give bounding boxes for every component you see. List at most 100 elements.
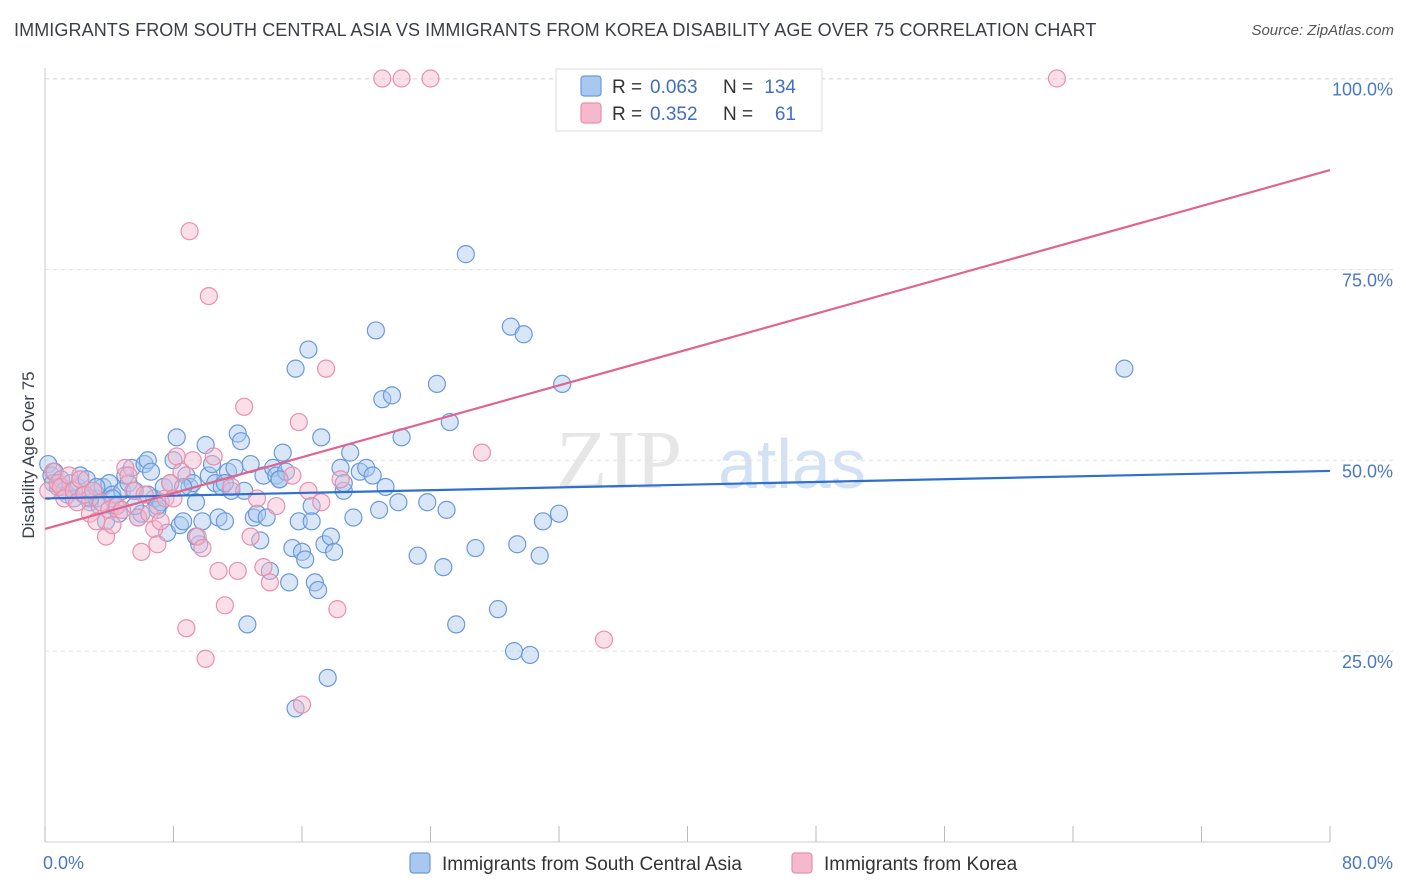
legend-n-value-2: 61	[775, 104, 796, 125]
point-sca-112	[466, 538, 485, 558]
point-sca-102	[389, 493, 408, 512]
point-korea-63	[472, 443, 491, 462]
bottom-legend-swatch-korea	[791, 852, 813, 874]
point-korea-48	[247, 489, 267, 508]
point-korea-54	[292, 695, 312, 714]
axes	[44, 68, 1331, 843]
point-korea-49	[254, 558, 273, 577]
point-korea-27	[148, 535, 167, 554]
point-sca-93	[341, 443, 360, 462]
point-korea-65	[1047, 69, 1067, 88]
trend-line-korea	[44, 169, 1331, 531]
gridlines	[45, 78, 1395, 652]
point-sca-110	[447, 615, 466, 634]
point-sca-107	[434, 558, 453, 577]
series-legend: Immigrants from South Central Asia Immig…	[409, 852, 1018, 875]
point-korea-50	[260, 573, 279, 592]
point-sca-135	[302, 512, 321, 531]
point-sca-105	[418, 493, 437, 512]
point-korea-58	[328, 600, 347, 619]
point-korea-14	[96, 527, 116, 546]
point-korea-26	[145, 519, 164, 539]
point-sca-108	[437, 500, 456, 519]
chart-title: IMMIGRANTS FROM SOUTH CENTRAL ASIA VS IM…	[14, 20, 1097, 40]
point-sca-82	[299, 340, 318, 359]
trend-lines	[44, 169, 1331, 531]
point-korea-56	[312, 493, 331, 512]
point-sca-106	[427, 374, 447, 393]
bottom-legend-label-south-central-asia: Immigrants from South Central Asia	[442, 854, 742, 875]
point-sca-96	[357, 458, 376, 477]
point-sca-113	[488, 600, 508, 619]
point-sca-117	[514, 325, 533, 344]
point-korea-64	[594, 630, 614, 649]
point-korea-44	[222, 477, 241, 497]
y-tick-label-50: 50.0%	[1342, 461, 1393, 481]
source-attribution: Source: ZipAtlas.com	[1251, 22, 1394, 39]
legend-n-label-1: N =	[723, 77, 753, 98]
point-korea-37	[188, 527, 207, 546]
legend-r-label-1: R =	[612, 77, 642, 98]
point-sca-120	[533, 512, 553, 531]
point-korea-51	[267, 496, 286, 516]
watermark-atlas: atlas	[718, 425, 866, 503]
point-sca-88	[318, 668, 337, 687]
point-sca-83	[302, 496, 321, 516]
point-korea-43	[215, 596, 234, 615]
legend-n-value-1: 134	[764, 77, 796, 98]
x-tick-label-min: 0.0%	[43, 853, 84, 873]
y-tick-label-25: 25.0%	[1342, 652, 1393, 672]
point-sca-41	[167, 428, 186, 447]
point-korea-22	[129, 508, 148, 527]
point-korea-34	[177, 619, 196, 638]
point-sca-33	[141, 462, 161, 481]
y-tick-label-75: 75.0%	[1342, 270, 1393, 290]
y-axis-label: Disability Age Over 75	[19, 371, 38, 538]
legend-r-value-2: 0.352	[650, 104, 698, 125]
point-sca-61	[231, 432, 251, 451]
bottom-legend-swatch-south-central-asia	[409, 852, 431, 874]
point-korea-52	[283, 466, 302, 485]
point-sca-116	[508, 535, 527, 554]
point-korea-60	[373, 69, 392, 88]
point-korea-30	[161, 474, 180, 493]
point-sca-49	[193, 512, 212, 531]
point-sca-76	[280, 573, 299, 592]
point-korea-47	[241, 527, 260, 546]
point-sca-74	[273, 443, 292, 462]
correlation-legend: R = 0.063 N = 134 R = 0.352 N = 61	[555, 68, 823, 132]
point-sca-119	[530, 546, 549, 565]
point-korea-55	[299, 481, 318, 500]
point-korea-53	[289, 412, 308, 432]
point-korea-33	[172, 462, 191, 481]
point-korea-62	[421, 69, 440, 88]
legend-r-value-1: 0.063	[650, 77, 698, 98]
point-sca-13	[77, 470, 96, 489]
point-sca-86	[312, 428, 331, 447]
point-sca-81	[296, 550, 315, 569]
point-sca-123	[1115, 359, 1134, 378]
point-sca-77	[283, 538, 302, 558]
point-sca-90	[325, 542, 344, 561]
point-sca-111	[456, 245, 475, 264]
x-tick-label-max: 80.0%	[1342, 853, 1393, 873]
point-sca-97	[366, 321, 385, 340]
point-sca-52	[202, 454, 222, 474]
trend-line-sca	[44, 469, 1331, 500]
legend-swatch-korea	[580, 102, 602, 124]
point-sca-85	[308, 580, 328, 600]
legend-r-label-2: R =	[612, 104, 642, 125]
legend-swatch-south-central-asia	[580, 75, 602, 97]
point-sca-87	[315, 535, 334, 554]
point-sca-56	[215, 512, 234, 531]
point-korea-28	[151, 512, 170, 531]
point-korea-32	[167, 447, 186, 466]
point-sca-43	[174, 512, 193, 531]
point-sca-79	[289, 512, 308, 531]
point-korea-36	[183, 451, 202, 470]
point-sca-118	[520, 645, 540, 665]
point-sca-101	[382, 386, 402, 405]
point-sca-47	[186, 493, 206, 512]
x-tick-labels: 0.0% 80.0%	[43, 853, 1393, 873]
